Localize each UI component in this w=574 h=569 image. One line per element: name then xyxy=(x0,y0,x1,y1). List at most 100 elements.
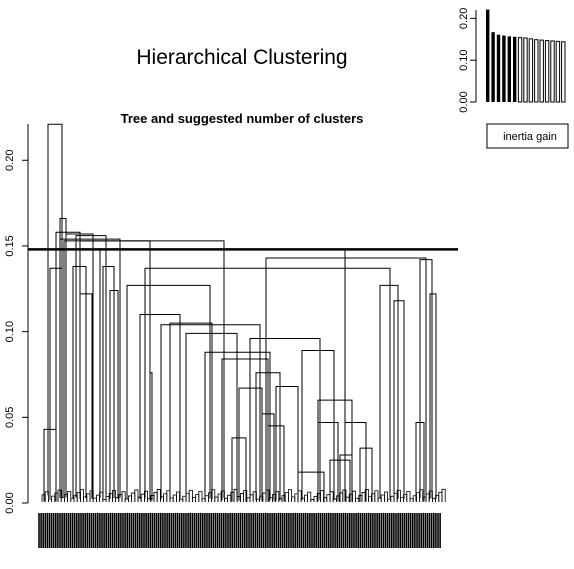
inertia-bar xyxy=(561,41,566,103)
leaf-merge xyxy=(307,491,312,502)
leaf-merge xyxy=(310,499,315,502)
dendrogram-y-tick-label: 0.20 xyxy=(4,150,16,171)
dendrogram-merge xyxy=(75,235,107,498)
leaf-merge xyxy=(188,489,193,502)
dendrogram-merge xyxy=(301,349,335,500)
leaf-merge xyxy=(195,494,200,502)
leaf-merge xyxy=(409,498,414,502)
inertia-bar xyxy=(513,36,517,102)
leaf-merge xyxy=(176,491,180,502)
inertia-bar xyxy=(507,36,511,102)
leaf-merge xyxy=(172,494,177,502)
dendrogram-y-ticks: 0.00 0.05 0.10 0.15 0.20 xyxy=(4,150,28,514)
leaf-merge xyxy=(364,489,369,502)
leaf-merge xyxy=(204,495,209,502)
dendrogram-merge xyxy=(344,421,367,502)
inertia-bar xyxy=(555,40,561,103)
leaf-merge xyxy=(288,489,292,502)
figure-title: Hierarchical Clustering xyxy=(136,46,347,69)
leaf-merge xyxy=(192,497,196,502)
dendrogram-merge xyxy=(249,337,321,500)
dendrogram-merge xyxy=(429,293,437,499)
leaf-merge xyxy=(352,490,356,502)
dendrogram-merge xyxy=(59,238,121,498)
leaf-merge xyxy=(214,496,219,502)
leaf-merge xyxy=(156,489,161,502)
leaf-merge xyxy=(131,492,136,502)
inertia-bar xyxy=(523,37,528,103)
leaf-merge xyxy=(153,492,158,502)
leaf-merge xyxy=(92,497,97,502)
leaf-merge xyxy=(224,497,228,502)
inertia-legend-label: inertia gain xyxy=(503,131,557,143)
dendrogram-merge xyxy=(59,218,67,498)
inertia-bar xyxy=(502,35,506,102)
leaf-merge xyxy=(441,488,446,502)
leaf-merge xyxy=(387,498,392,502)
leaf-merge xyxy=(51,495,56,502)
leaf-merge xyxy=(240,493,244,502)
dendrogram-merge xyxy=(144,267,391,499)
leaf-merge xyxy=(255,498,260,502)
leaf-merge xyxy=(70,498,75,502)
dendrogram-y-tick-label: 0.05 xyxy=(4,407,16,428)
leaf-merge xyxy=(384,491,388,502)
inertia-y-tick-label: 0.00 xyxy=(458,91,470,112)
leaf-merge xyxy=(144,490,148,502)
dendrogram-merge xyxy=(393,300,405,499)
leaf-merge xyxy=(48,498,52,502)
inertia-bar xyxy=(491,32,495,102)
dendrogram-merge xyxy=(63,240,151,498)
dendrogram-merge xyxy=(221,358,269,501)
leaf-merge xyxy=(396,489,401,502)
leaf-merge xyxy=(438,491,443,502)
dendrogram-y-tick-label: 0.10 xyxy=(4,321,16,342)
leaf-merge xyxy=(243,490,248,502)
dendrogram-merge xyxy=(275,385,299,501)
leaf-merge xyxy=(44,491,49,502)
leaf-merge xyxy=(124,498,129,502)
dendrogram-merge xyxy=(297,471,325,503)
leaf-merge xyxy=(217,493,222,502)
inertia-bar xyxy=(550,40,555,103)
leaf-merge xyxy=(227,494,232,502)
leaf-merge xyxy=(121,491,126,502)
inertia-bar xyxy=(486,9,490,102)
dendrogram-merge xyxy=(169,322,213,500)
leaf-merge xyxy=(284,492,289,502)
dendrogram-plot: 0.00 0.05 0.10 0.15 0.20 xyxy=(4,123,458,548)
inertia-bar xyxy=(517,37,523,103)
dendrogram-y-axis: 0.00 0.05 0.10 0.15 0.20 xyxy=(4,124,29,514)
leaf-merge xyxy=(134,489,139,502)
leaf-merge xyxy=(355,498,360,502)
inertia-legend-box xyxy=(486,123,569,149)
dendrogram-merge xyxy=(329,459,351,503)
dendrogram-merge xyxy=(55,231,81,498)
leaf-merge xyxy=(102,499,107,502)
dendrogram-merge xyxy=(261,413,275,502)
inertia-bar xyxy=(534,39,539,103)
leaf-merge xyxy=(291,496,296,502)
leaf-merge xyxy=(432,497,436,502)
inertia-bar xyxy=(496,34,501,102)
dendrogram-merge xyxy=(379,284,399,499)
inertia-bars xyxy=(486,9,566,103)
leaf-merge xyxy=(368,496,372,502)
inertia-bar xyxy=(544,40,550,103)
leaf-merge xyxy=(304,494,308,502)
inertia-y-tick-label: 0.10 xyxy=(458,49,470,70)
dendrogram-merge xyxy=(139,314,181,500)
leaf-merge xyxy=(86,493,91,502)
dendrogram-merge xyxy=(126,284,211,499)
leaf-merge xyxy=(416,492,420,502)
leaf-merge xyxy=(361,492,366,502)
leaf-merge xyxy=(313,496,318,502)
dendrogram-leaf-merges xyxy=(41,488,446,502)
inertia-y-tick-label: 0.20 xyxy=(458,8,470,29)
leaf-merge xyxy=(179,498,184,502)
dendrogram-merge xyxy=(47,123,63,496)
inertia-y-ticks: 0.00 0.10 0.20 xyxy=(458,8,476,113)
leaf-merge xyxy=(80,489,84,502)
inertia-bar xyxy=(539,39,544,103)
